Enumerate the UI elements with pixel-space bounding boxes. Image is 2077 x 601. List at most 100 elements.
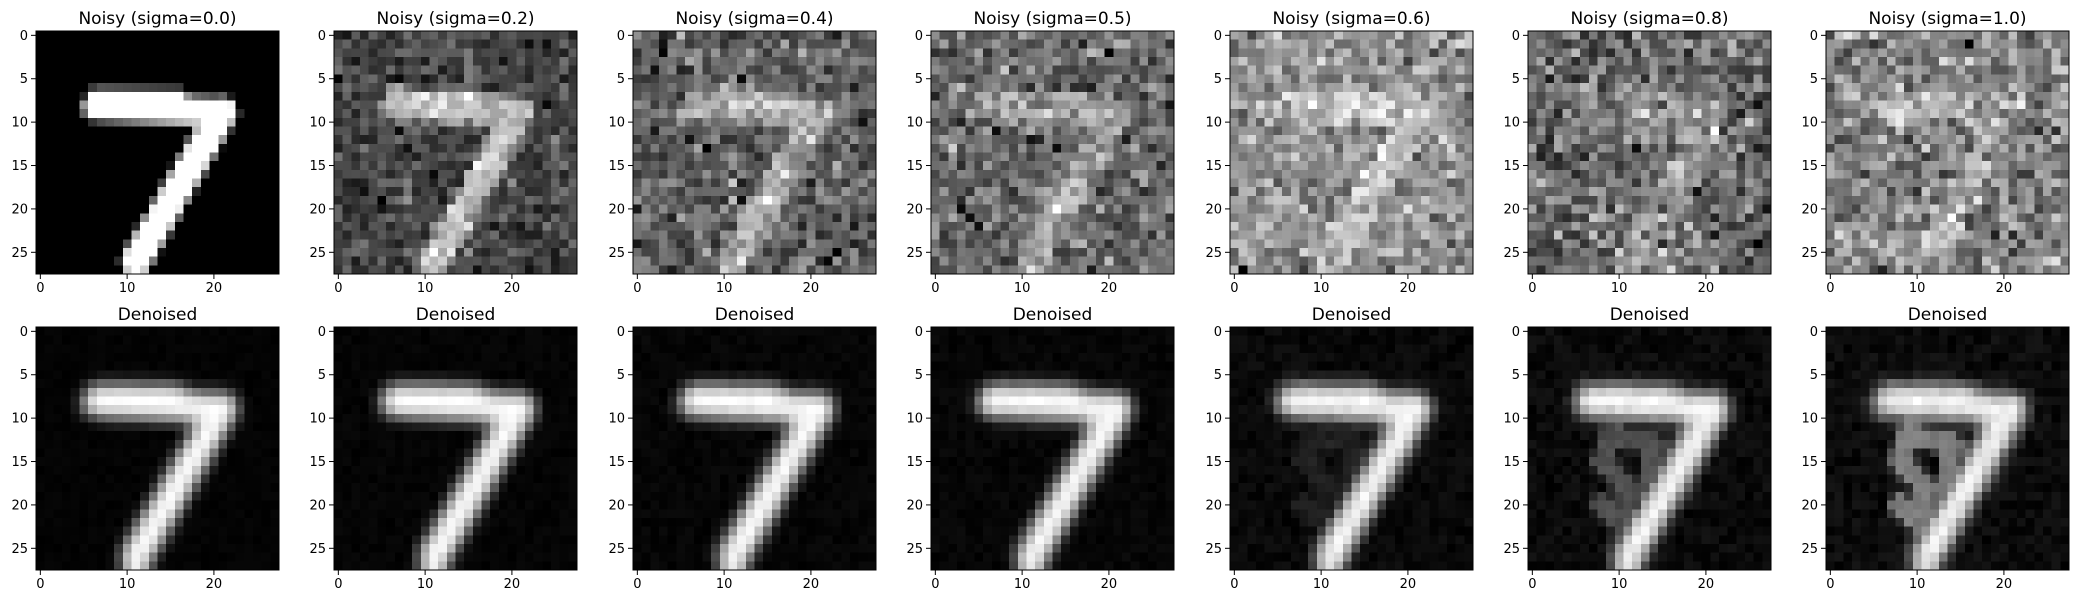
axes-frame <box>1825 30 2070 275</box>
y-tick-label: 10 <box>11 116 28 131</box>
x-tick-label: 0 <box>1230 281 1238 296</box>
panel-title: Noisy (sigma=0.4) <box>675 9 833 29</box>
x-tick-label: 0 <box>334 281 342 296</box>
panel-title: Noisy (sigma=1.0) <box>1868 9 2026 29</box>
x-tick-label: 20 <box>206 577 223 592</box>
y-tick-label: 10 <box>1205 412 1222 427</box>
x-tick-label: 0 <box>931 281 939 296</box>
y-tick-label: 5 <box>1512 368 1520 383</box>
y-tick-label: 20 <box>1801 498 1818 513</box>
x-tick-label: 10 <box>1014 577 1031 592</box>
y-tick-label: 0 <box>1810 29 1818 44</box>
x-tick-label: 0 <box>633 577 641 592</box>
image-pixels <box>1826 327 2070 571</box>
y-tick-label: 25 <box>309 542 326 557</box>
y-tick-label: 0 <box>318 29 326 44</box>
image-pixels <box>931 327 1175 571</box>
panel-noisy-0: Noisy (sigma=0.0) 0 10 20 0 5 10 15 20 25 <box>11 9 280 296</box>
y-tick-label: 5 <box>1214 72 1222 87</box>
panel-denoised-3: Denoised 0 10 20 0 5 10 15 20 25 <box>906 305 1175 592</box>
panel-noisy-1: Noisy (sigma=0.2) 0 10 20 0 5 10 15 20 25 <box>309 9 578 296</box>
image-pixels <box>1826 31 2070 275</box>
y-tick-label: 10 <box>1503 412 1520 427</box>
y-tick-label: 10 <box>1205 116 1222 131</box>
y-tick-label: 25 <box>906 542 923 557</box>
x-tick-label: 10 <box>1313 577 1330 592</box>
panel-title: Denoised <box>715 305 795 325</box>
axes-frame <box>35 30 280 275</box>
y-tick-label: 10 <box>11 412 28 427</box>
panel-title: Noisy (sigma=0.2) <box>376 9 534 29</box>
x-tick-label: 0 <box>1230 577 1238 592</box>
y-tick-label: 10 <box>906 116 923 131</box>
x-tick-label: 0 <box>36 577 44 592</box>
image-pixels <box>633 327 877 571</box>
y-tick-label: 25 <box>11 542 28 557</box>
axes-frame <box>1229 326 1474 571</box>
x-tick-label: 20 <box>1101 281 1118 296</box>
image-pixels <box>36 327 280 571</box>
image-pixels <box>36 31 280 275</box>
x-tick-label: 20 <box>1996 577 2013 592</box>
y-tick-label: 10 <box>608 412 625 427</box>
y-tick-label: 5 <box>617 368 625 383</box>
y-tick-label: 15 <box>906 159 923 174</box>
x-tick-label: 0 <box>633 281 641 296</box>
panel-title: Noisy (sigma=0.6) <box>1272 9 1430 29</box>
x-tick-label: 10 <box>417 577 434 592</box>
y-tick-label: 0 <box>915 29 923 44</box>
y-tick-label: 20 <box>1205 498 1222 513</box>
x-tick-label: 10 <box>1611 281 1628 296</box>
y-tick-label: 25 <box>1503 246 1520 261</box>
axes-frame <box>1825 326 2070 571</box>
panel-denoised-5: Denoised 0 10 20 0 5 10 15 20 25 <box>1503 305 1772 592</box>
y-tick-label: 20 <box>1205 202 1222 217</box>
panel-noisy-4: Noisy (sigma=0.6) 0 10 20 0 5 10 15 20 25 <box>1205 9 1474 296</box>
x-tick-label: 0 <box>36 281 44 296</box>
y-tick-label: 0 <box>1512 325 1520 340</box>
y-tick-label: 0 <box>617 29 625 44</box>
axes-frame <box>632 30 877 275</box>
y-tick-label: 0 <box>617 325 625 340</box>
y-tick-label: 15 <box>608 159 625 174</box>
image-pixels <box>334 327 578 571</box>
x-tick-label: 0 <box>931 577 939 592</box>
y-tick-label: 0 <box>1214 325 1222 340</box>
panel-noisy-6: Noisy (sigma=1.0) 0 10 20 0 5 10 15 20 25 <box>1801 9 2070 296</box>
y-tick-label: 25 <box>1205 542 1222 557</box>
y-tick-label: 25 <box>1801 246 1818 261</box>
x-tick-label: 0 <box>1528 577 1536 592</box>
image-pixels <box>633 31 877 275</box>
panel-title: Denoised <box>1908 305 1988 325</box>
y-tick-label: 15 <box>11 455 28 470</box>
y-tick-label: 15 <box>1205 159 1222 174</box>
x-tick-label: 10 <box>716 281 733 296</box>
y-tick-label: 15 <box>1801 159 1818 174</box>
axes-frame <box>333 326 578 571</box>
image-pixels <box>1528 31 1772 275</box>
y-tick-label: 25 <box>906 246 923 261</box>
x-tick-label: 10 <box>119 281 136 296</box>
y-tick-label: 5 <box>915 368 923 383</box>
y-tick-label: 0 <box>1214 29 1222 44</box>
axes-frame <box>1527 326 1772 571</box>
y-tick-label: 20 <box>608 202 625 217</box>
y-tick-label: 25 <box>1801 542 1818 557</box>
panel-denoised-6: Denoised 0 10 20 0 5 10 15 20 25 <box>1801 305 2070 592</box>
panel-denoised-0: Denoised 0 10 20 0 5 10 15 20 25 <box>11 305 280 592</box>
panel-noisy-5: Noisy (sigma=0.8) 0 10 20 0 5 10 15 20 25 <box>1503 9 1772 296</box>
y-tick-label: 0 <box>20 325 28 340</box>
panel-title: Noisy (sigma=0.8) <box>1570 9 1728 29</box>
y-tick-label: 20 <box>309 202 326 217</box>
y-tick-label: 10 <box>309 412 326 427</box>
y-tick-label: 5 <box>617 72 625 87</box>
x-tick-label: 0 <box>1528 281 1536 296</box>
axes-frame <box>930 326 1175 571</box>
y-tick-label: 5 <box>20 368 28 383</box>
x-tick-label: 20 <box>1698 577 1715 592</box>
x-tick-label: 0 <box>334 577 342 592</box>
y-tick-label: 20 <box>1503 202 1520 217</box>
x-tick-label: 20 <box>1400 577 1417 592</box>
y-tick-label: 0 <box>20 29 28 44</box>
